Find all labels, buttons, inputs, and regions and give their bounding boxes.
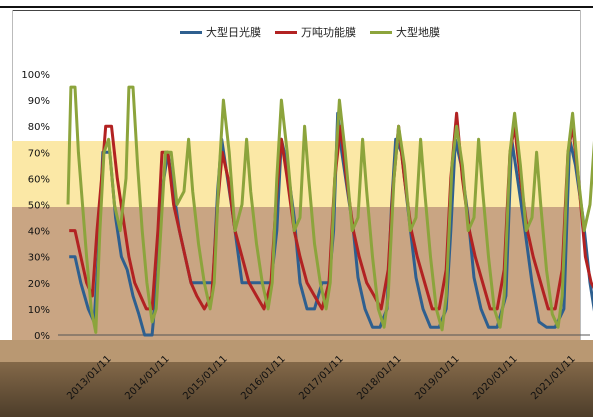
y-tick-label: 80% bbox=[28, 122, 50, 133]
x-tick-label: 2017/01/11 bbox=[297, 354, 346, 403]
y-tick-label: 30% bbox=[28, 253, 50, 264]
x-tick-label: 2013/01/11 bbox=[65, 354, 114, 403]
x-tick-label: 2014/01/11 bbox=[123, 354, 172, 403]
legend-label-series-2: 大型地膜 bbox=[396, 26, 440, 39]
x-tick-label: 2019/01/11 bbox=[413, 354, 462, 403]
y-tick-label: 100% bbox=[21, 70, 50, 81]
y-tick-label: 90% bbox=[28, 96, 50, 107]
legend-label-series-0: 大型日光膜 bbox=[206, 26, 261, 39]
y-tick-label: 10% bbox=[28, 305, 50, 316]
y-tick-label: 0% bbox=[34, 331, 50, 342]
legend-swatch-series-0 bbox=[180, 30, 202, 34]
frame-top bbox=[12, 10, 580, 11]
x-tick-label: 2020/01/11 bbox=[471, 354, 520, 403]
chart-legend: 大型日光膜 万吨功能膜 大型地膜 bbox=[180, 24, 440, 40]
y-tick-label: 70% bbox=[28, 148, 50, 159]
x-tick-label: 2016/01/11 bbox=[239, 354, 288, 403]
x-tick-label: 2015/01/11 bbox=[181, 354, 230, 403]
y-tick-label: 60% bbox=[28, 174, 50, 185]
legend-item-series-0: 大型日光膜 bbox=[180, 24, 261, 40]
x-tick-label: 2021/01/11 bbox=[529, 354, 578, 403]
legend-swatch-series-2 bbox=[370, 30, 392, 34]
top-border bbox=[0, 6, 593, 8]
bottom-band-light bbox=[0, 340, 593, 362]
y-tick-label: 40% bbox=[28, 227, 50, 238]
y-tick-label: 20% bbox=[28, 279, 50, 290]
y-tick-label: 50% bbox=[28, 201, 50, 212]
legend-swatch-series-1 bbox=[275, 30, 297, 34]
series-line-2 bbox=[66, 85, 593, 334]
frame-right bbox=[580, 10, 581, 340]
x-tick-label: 2018/01/11 bbox=[355, 354, 404, 403]
legend-label-series-1: 万吨功能膜 bbox=[301, 26, 356, 39]
legend-item-series-2: 大型地膜 bbox=[370, 24, 440, 40]
legend-item-series-1: 万吨功能膜 bbox=[275, 24, 356, 40]
